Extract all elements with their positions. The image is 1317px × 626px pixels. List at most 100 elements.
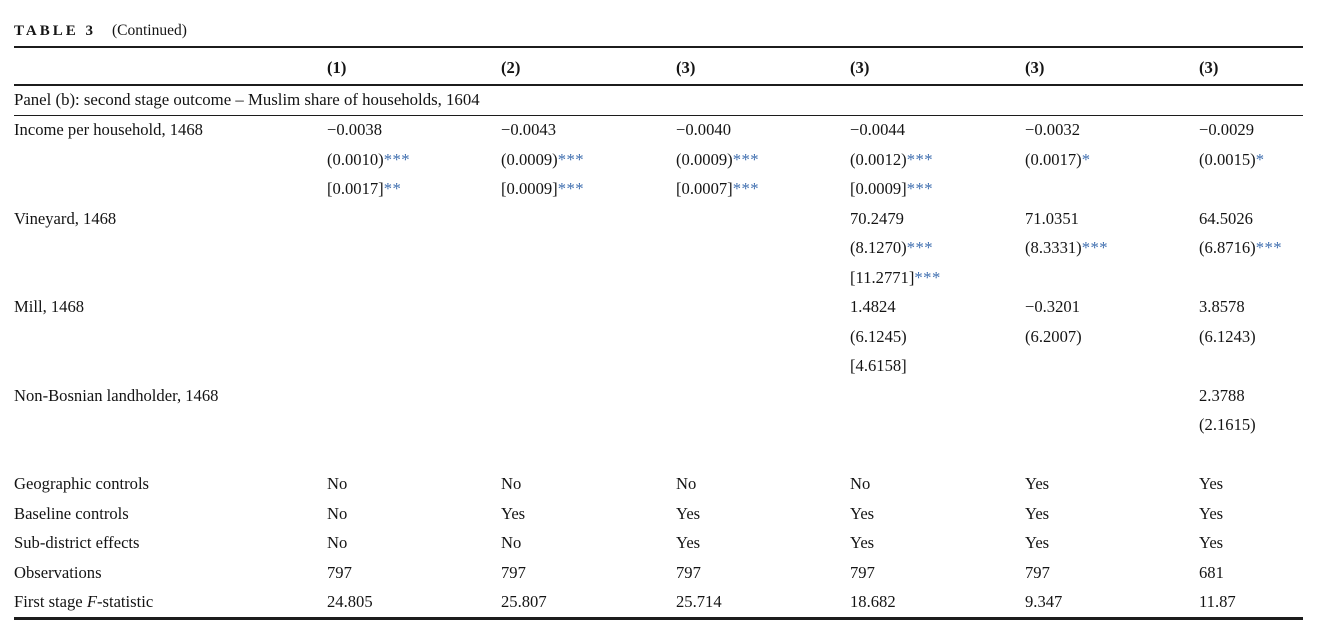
- rule-below-header: [14, 83, 1303, 86]
- data-cell: (0.0017)*: [1025, 150, 1199, 170]
- data-cell: No: [676, 474, 850, 494]
- table-row: First stage F-statistic 24.805 25.807 25.71…: [14, 588, 1303, 618]
- panel-b-label: Panel (b): second stage outcome – Muslim…: [14, 90, 480, 109]
- table-line: Baseline controls No Yes Yes Yes Yes Yes: [14, 499, 1303, 529]
- data-cell: (0.0012)***: [850, 150, 1025, 170]
- significance-stars: ***: [557, 149, 585, 169]
- significance-stars: ***: [914, 267, 941, 287]
- row-label: Geographic controls: [14, 474, 150, 494]
- significance-stars: ***: [557, 179, 585, 199]
- table-line: [0.0017]** [0.0009]*** [0.0007]*** [0.0009]…: [14, 175, 1303, 205]
- table-line: Non-Bosnian landholder, 1468 2.3788: [14, 381, 1303, 411]
- column-header-4: (3): [850, 57, 870, 77]
- cell-value: Yes: [850, 533, 875, 553]
- cell-value: 25.807: [501, 592, 547, 612]
- significance-stars: *: [1255, 149, 1265, 169]
- cell-value: −0.0043: [501, 120, 556, 140]
- data-cell: 18.682: [850, 592, 1025, 612]
- data-cell: Yes: [1025, 533, 1199, 553]
- column-header-2: (2): [501, 57, 521, 77]
- cell-value: 3.8578: [1199, 297, 1245, 317]
- data-cell: (0.0010)***: [327, 150, 501, 170]
- data-cell: (8.3331)***: [1025, 238, 1199, 258]
- data-cell: −0.0040: [676, 120, 850, 140]
- column-header-5: (3): [1025, 57, 1045, 77]
- table-title: TABLE 3 (Continued): [14, 0, 1303, 46]
- table-line: Vineyard, 1468 70.2479 71.0351 64.5026: [14, 204, 1303, 234]
- cell-value: No: [501, 474, 522, 494]
- cell-value: (6.2007): [1025, 326, 1082, 346]
- data-cell: −0.0043: [501, 120, 676, 140]
- cell-value: Yes: [676, 533, 701, 553]
- cell-value: (8.3331): [1025, 238, 1082, 258]
- cell-value: (0.0009): [676, 149, 733, 169]
- data-cell: Yes: [501, 504, 676, 524]
- column-header-6: (3): [1199, 57, 1219, 77]
- cell-value: 64.5026: [1199, 208, 1253, 228]
- table-row: Non-Bosnian landholder, 1468 2.3788 (2.161…: [14, 381, 1303, 440]
- cell-value: −0.0044: [850, 120, 905, 140]
- cell-value: −0.0032: [1025, 120, 1080, 140]
- cell-value: Yes: [1199, 503, 1224, 523]
- cell-value: (8.1270): [850, 238, 907, 258]
- table-continued-label: (Continued): [112, 22, 187, 39]
- data-cell: 1.4824: [850, 297, 1025, 317]
- row-label: Non-Bosnian landholder, 1468: [14, 385, 219, 405]
- data-cell: [11.2771]***: [850, 268, 1025, 288]
- data-cell: [0.0009]***: [501, 179, 676, 199]
- data-cell: 681: [1199, 563, 1303, 583]
- data-cell: Yes: [1199, 474, 1303, 494]
- column-header-row: (1) (2) (3) (3) (3) (3): [14, 48, 1303, 84]
- rule-below-panel: [14, 114, 1303, 116]
- data-cell: 70.2479: [850, 209, 1025, 229]
- cell-value: (6.8716): [1199, 238, 1256, 258]
- data-cell: 797: [676, 563, 850, 583]
- data-cell: [4.6158]: [850, 356, 1025, 376]
- row-label-part: First stage: [14, 592, 87, 612]
- table-line: (0.0010)*** (0.0009)*** (0.0009)*** (0.0012…: [14, 145, 1303, 175]
- data-cell: −0.0044: [850, 120, 1025, 140]
- cell-value: 797: [1025, 562, 1050, 582]
- row-label: Income per household, 1468: [14, 120, 203, 140]
- data-cell: Yes: [1199, 533, 1303, 553]
- cell-value: 24.805: [327, 592, 373, 612]
- cell-value: [0.0009]: [850, 179, 907, 199]
- data-cell: No: [327, 504, 501, 524]
- row-label: Observations: [14, 562, 102, 582]
- data-cell: (8.1270)***: [850, 238, 1025, 258]
- cell-value: 681: [1199, 562, 1224, 582]
- cell-value: 70.2479: [850, 208, 904, 228]
- data-cell: Yes: [1025, 474, 1199, 494]
- rule-bottom: [14, 617, 1303, 620]
- table-line: (8.1270)*** (8.3331)*** (6.8716) ***: [14, 234, 1303, 264]
- cell-value: 797: [327, 562, 352, 582]
- row-label: Baseline controls: [14, 503, 129, 523]
- data-cell: (6.1243): [1199, 327, 1303, 347]
- data-cell: (2.1615): [1199, 415, 1303, 435]
- data-cell: −0.0032: [1025, 120, 1199, 140]
- cell-value: Yes: [1199, 474, 1224, 494]
- table-row: Vineyard, 1468 70.2479 71.0351 64.5026 (8.12…: [14, 204, 1303, 293]
- data-cell: 3.8578: [1199, 297, 1303, 317]
- row-group-spacer: [14, 440, 1303, 470]
- cell-value: No: [327, 474, 348, 494]
- data-cell: (0.0009)***: [676, 150, 850, 170]
- cell-value: (6.1245): [850, 326, 907, 346]
- data-cell: [0.0007]***: [676, 179, 850, 199]
- data-cell: [0.0017]**: [327, 179, 501, 199]
- data-cell: 797: [501, 563, 676, 583]
- cell-value: [0.0007]: [676, 179, 733, 199]
- significance-stars: ***: [906, 238, 934, 258]
- cell-value: (0.0015): [1199, 149, 1256, 169]
- rule-top: [14, 46, 1303, 48]
- data-cell: Yes: [850, 533, 1025, 553]
- table-line: Geographic controls No No No No Yes Yes: [14, 470, 1303, 500]
- cell-value: 25.714: [676, 592, 722, 612]
- significance-stars: *: [1081, 149, 1091, 169]
- cell-value: [11.2771]: [850, 267, 915, 287]
- cell-value: No: [327, 503, 348, 523]
- cell-value: (0.0010): [327, 149, 384, 169]
- cell-value: (2.1615): [1199, 415, 1256, 435]
- data-cell: (6.1245): [850, 327, 1025, 347]
- cell-value: No: [501, 533, 522, 553]
